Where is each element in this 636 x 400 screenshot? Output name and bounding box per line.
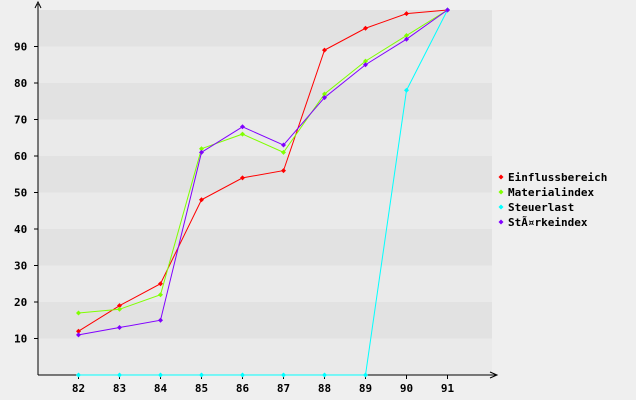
data-point: [322, 95, 327, 101]
data-point: [117, 372, 122, 378]
data-point: [158, 317, 163, 323]
data-point: [158, 292, 163, 298]
series-line-steuerlast: [78, 9, 448, 376]
x-axis-arrow: [489, 371, 499, 379]
legend-marker: [498, 174, 504, 180]
legend: Einflussbereich Materialindex Steuerlast St…: [498, 171, 607, 229]
grid-band: [38, 338, 492, 375]
data-point: [281, 149, 286, 155]
x-tick-label: 90: [400, 382, 413, 395]
y-tick-label: 20: [14, 296, 27, 309]
data-point: [322, 372, 327, 378]
legend-label: Steuerlast: [508, 201, 574, 214]
x-tick-label: 87: [277, 382, 290, 395]
data-point: [281, 168, 286, 174]
data-point: [445, 7, 450, 13]
data-point: [404, 87, 409, 93]
x-tick-label: 84: [154, 382, 168, 395]
y-tick-label: 50: [14, 187, 27, 200]
y-tick-label: 40: [14, 223, 27, 236]
grid-band: [38, 10, 492, 47]
data-point: [281, 372, 286, 378]
data-point: [199, 197, 204, 203]
grid-band: [38, 83, 492, 120]
y-tick-label: 60: [14, 150, 27, 163]
y-axis-arrow: [34, 0, 42, 9]
data-point: [240, 372, 245, 378]
data-point: [199, 146, 204, 152]
x-tick-label: 88: [318, 382, 331, 395]
data-point: [76, 372, 81, 378]
data-point: [158, 372, 163, 378]
x-tick-label: 82: [72, 382, 85, 395]
data-point: [404, 36, 409, 42]
x-tick-label: 83: [113, 382, 126, 395]
y-axis-ticks: 10 20 30 40 50 60 70 80 90: [14, 41, 38, 346]
grid-band: [38, 192, 492, 229]
x-axis-ticks: 82 83 84 85 86 87 88 89 90 91: [72, 375, 455, 395]
y-tick-label: 10: [14, 333, 27, 346]
data-point: [158, 281, 163, 287]
legend-label: Materialindex: [508, 186, 594, 199]
data-point: [199, 149, 204, 155]
data-point: [404, 11, 409, 17]
data-point: [363, 58, 368, 64]
data-point: [199, 372, 204, 378]
legend-label: StÃ¤rkeindex: [508, 216, 588, 229]
data-point: [363, 372, 368, 378]
x-tick-label: 91: [441, 382, 455, 395]
y-tick-label: 70: [14, 114, 27, 127]
legend-marker: [498, 204, 504, 210]
data-point: [240, 131, 245, 137]
grid-band: [38, 119, 492, 156]
data-point: [240, 175, 245, 181]
plot-background: [38, 10, 492, 375]
data-point: [117, 306, 122, 312]
series-line-einflussbereich: [78, 9, 448, 332]
grid-band: [38, 302, 492, 339]
series-line-st-rkeindex: [78, 9, 448, 336]
data-point: [76, 332, 81, 338]
data-point: [76, 310, 81, 316]
grid-band: [38, 229, 492, 266]
grid-band: [38, 265, 492, 302]
y-tick-label: 80: [14, 77, 27, 90]
data-point: [117, 325, 122, 331]
x-tick-label: 86: [236, 382, 250, 395]
legend-marker: [498, 189, 504, 195]
data-point: [322, 91, 327, 97]
data-point: [363, 25, 368, 31]
data-point: [240, 124, 245, 130]
data-point: [363, 62, 368, 68]
data-point: [281, 142, 286, 148]
series-line-materialindex: [78, 9, 448, 314]
x-tick-label: 89: [359, 382, 372, 395]
series-lines: [76, 7, 450, 378]
data-point: [76, 328, 81, 334]
legend-label: Einflussbereich: [508, 171, 607, 184]
legend-marker: [498, 219, 504, 225]
grid-band: [38, 46, 492, 83]
x-tick-label: 85: [195, 382, 208, 395]
data-point: [404, 33, 409, 39]
data-point: [117, 303, 122, 309]
y-tick-label: 90: [14, 41, 27, 54]
y-tick-label: 30: [14, 260, 27, 273]
data-point: [322, 47, 327, 53]
